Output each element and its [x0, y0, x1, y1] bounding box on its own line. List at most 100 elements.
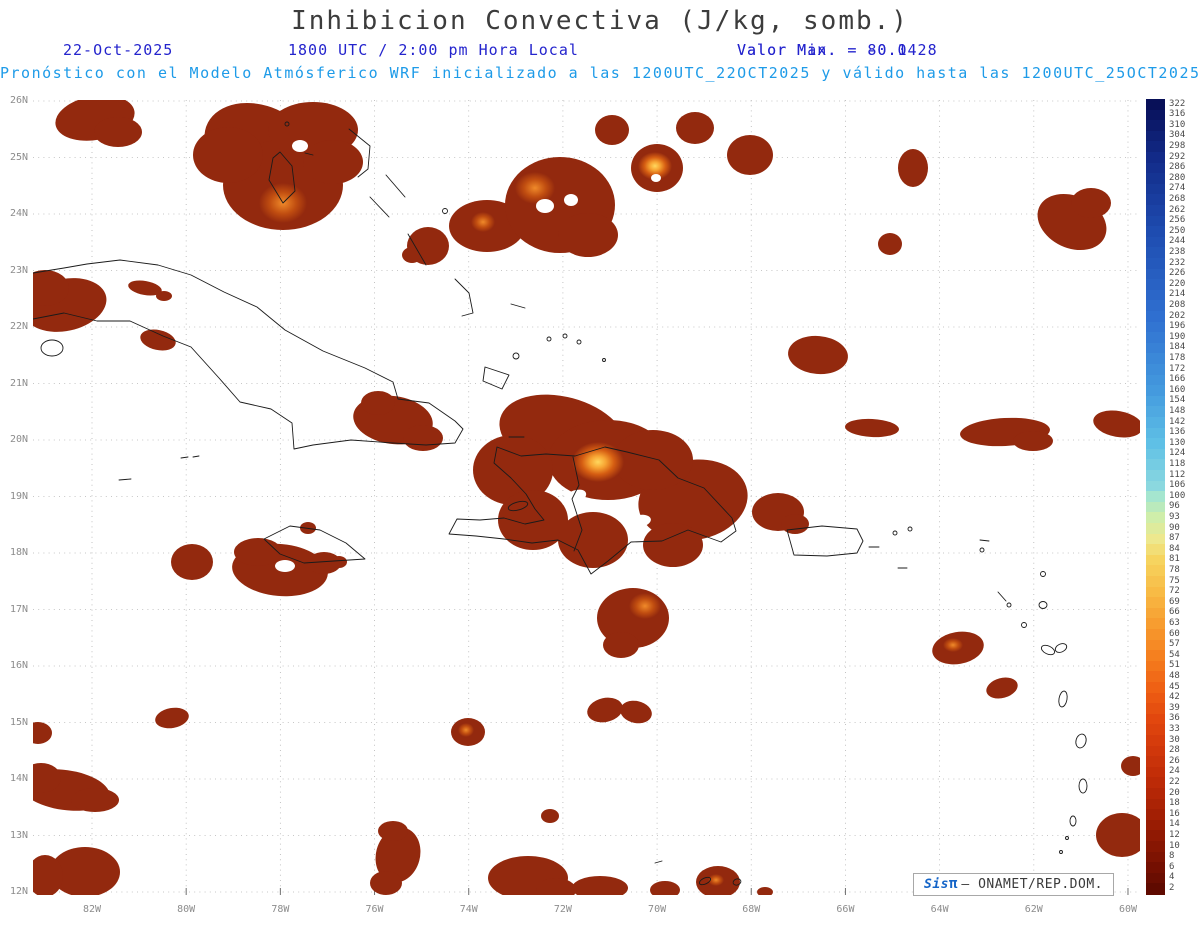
- colorbar-cell: [1146, 374, 1165, 386]
- colorbar-tick-label: 12: [1169, 829, 1180, 840]
- colorbar-tick-label: 30: [1169, 734, 1180, 745]
- colorbar-tick-label: 4: [1169, 872, 1175, 883]
- colorbar-cell: [1146, 777, 1165, 789]
- colorbar-cell: [1146, 629, 1165, 641]
- colorbar-tick-label: 57: [1169, 639, 1180, 650]
- lat-tick-label: 17N: [9, 603, 28, 615]
- colorbar-cell: [1146, 735, 1165, 747]
- colorbar-cell: [1146, 130, 1165, 142]
- colorbar-cell: [1146, 766, 1165, 778]
- colorbar-cell: [1146, 501, 1165, 513]
- colorbar-cell: [1146, 523, 1165, 535]
- colorbar-cell: [1146, 417, 1165, 429]
- colorbar-tick-label: 22: [1169, 776, 1180, 787]
- colorbar-tick-label: 48: [1169, 670, 1180, 681]
- lon-tick-label: 74W: [459, 904, 478, 915]
- lat-tick-label: 22N: [9, 321, 28, 332]
- coast-berry-islands: [284, 121, 290, 127]
- colorbar-tick-label: 244: [1169, 236, 1186, 247]
- coast-guadeloupe: [1040, 644, 1056, 656]
- header-line: 22-Oct-2025 1800 UTC / 2:00 pm Hora Loca…: [0, 41, 1200, 61]
- colorbar-tick-label: 208: [1169, 299, 1186, 310]
- coast-grand-cayman: [118, 478, 132, 481]
- colorbar-tick-label: 214: [1169, 289, 1186, 300]
- colorbar-tick-label: 148: [1169, 405, 1186, 416]
- colorbar-tick-label: 90: [1169, 522, 1180, 533]
- colorbar-tick-label: 220: [1169, 278, 1186, 289]
- colorbar-tick-label: 238: [1169, 246, 1186, 257]
- logo-org-label: — ONAMET/REP.DOM.: [961, 877, 1103, 892]
- colorbar-cell: [1146, 841, 1165, 853]
- colorbar-cell: [1146, 342, 1165, 354]
- colorbar-tick-label: 250: [1169, 225, 1186, 236]
- colorbar-tick-label: 280: [1169, 172, 1186, 183]
- colorbar-tick-label: 93: [1169, 511, 1180, 522]
- colorbar-tick-label: 256: [1169, 215, 1186, 226]
- colorbar-cell: [1146, 872, 1165, 884]
- coast-st-kitts: [997, 591, 1007, 602]
- colorbar-cell: [1146, 745, 1165, 757]
- colorbar-tick-label: 172: [1169, 363, 1186, 374]
- colorbar-cell: [1146, 364, 1165, 376]
- colorbar-cell: [1146, 713, 1165, 725]
- colorbar-tick-label: 28: [1169, 745, 1180, 756]
- lat-tick-label: 26N: [9, 95, 28, 106]
- coast-puerto-rico: [786, 525, 864, 557]
- lon-tick-label: 66W: [836, 904, 855, 915]
- max-value-label: Valor Max. = 80.0428: [737, 41, 938, 59]
- colorbar-cell: [1146, 215, 1165, 227]
- lat-tick-label: 15N: [9, 716, 28, 728]
- coast-crooked-acklins: [454, 278, 474, 317]
- colorbar-tick-label: 2: [1169, 882, 1175, 893]
- colorbar-tick-label: 69: [1169, 596, 1180, 607]
- colorbar-tick-label: 322: [1169, 98, 1186, 109]
- colorbar-tick-label: 124: [1169, 448, 1186, 459]
- colorbar-tick-label: 154: [1169, 395, 1186, 406]
- lat-tick-label: 12N: [9, 886, 28, 897]
- coast-antigua: [1038, 601, 1048, 609]
- colorbar-cell: [1146, 385, 1165, 397]
- lat-tick-label: 13N: [9, 829, 28, 841]
- colorbar-cell: [1146, 554, 1165, 566]
- lat-tick-label: 23N: [9, 264, 28, 276]
- colorbar-cell: [1146, 470, 1165, 482]
- colorbar-cell: [1146, 406, 1165, 418]
- valid-time-label: 1800 UTC / 2:00 pm Hora Local: [288, 41, 579, 59]
- colorbar-cell: [1146, 183, 1165, 195]
- lon-tick-label: 82W: [82, 904, 102, 915]
- colorbar-cell: [1146, 618, 1165, 630]
- colorbar-cell: [1146, 607, 1165, 619]
- colorbar-tick-label: 184: [1169, 342, 1186, 353]
- cin-shading: [33, 100, 1140, 895]
- coast-isla-juventud: [40, 339, 64, 357]
- colorbar-cell: [1146, 565, 1165, 577]
- lon-tick-label: 76W: [365, 904, 384, 915]
- colorbar-cell: [1146, 862, 1165, 874]
- colorbar-tick-label: 316: [1169, 109, 1186, 120]
- colorbar-tick-label: 262: [1169, 204, 1186, 215]
- colorbar-cell: [1146, 438, 1165, 450]
- colorbar-tick-label: 87: [1169, 533, 1180, 544]
- colorbar-tick-label: 106: [1169, 480, 1186, 491]
- colorbar-tick-label: 81: [1169, 554, 1180, 565]
- colorbar-cell: [1146, 650, 1165, 662]
- coast-great-inagua: [482, 366, 510, 390]
- coast-bonaire: [732, 878, 742, 886]
- coast-little-inagua: [512, 352, 520, 360]
- coast-hispaniola: [448, 446, 737, 575]
- pi-icon: π: [948, 876, 958, 892]
- colorbar-tick-label: 14: [1169, 819, 1180, 830]
- forecast-description: Pronóstico con el Modelo Atmósferico WRF…: [0, 64, 1200, 82]
- colorbar-tick-label: 51: [1169, 660, 1180, 671]
- colorbar-tick-label: 6: [1169, 861, 1175, 872]
- colorbar-cell: [1146, 162, 1165, 174]
- colorbar-cell: [1146, 682, 1165, 694]
- colorbar-cell: [1146, 152, 1165, 164]
- colorbar-tick-label: 112: [1169, 469, 1186, 480]
- coast-virgin-islands: [892, 530, 898, 536]
- coast-cuba: [33, 259, 464, 450]
- colorbar-cell: [1146, 311, 1165, 323]
- colorbar-cell: [1146, 247, 1165, 259]
- colorbar-cell: [1146, 809, 1165, 821]
- colorbar-tick-label: 286: [1169, 162, 1186, 173]
